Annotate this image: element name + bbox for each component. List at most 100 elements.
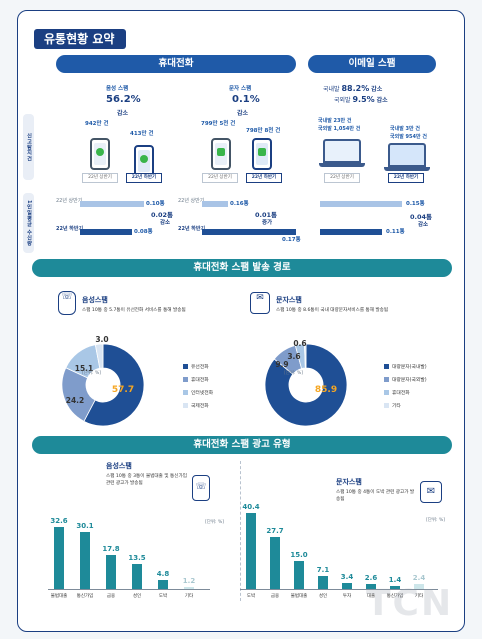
bar	[246, 512, 256, 589]
pie-value-label: 24.2	[66, 396, 85, 405]
email-avg-h2-bar	[320, 229, 382, 235]
legend-label: 인터넷전화	[191, 391, 214, 396]
legend-item: 휴대전화	[183, 376, 209, 383]
legend-label: 유선전화	[191, 365, 209, 370]
bar	[366, 584, 376, 589]
voice-route-pie: 57.7 24.2 15.1 3.0	[61, 335, 145, 427]
voice-ad-unit: [단위: %]	[205, 520, 225, 525]
phone-call-icon: ☏	[58, 291, 76, 315]
bar	[318, 575, 328, 589]
sms-route-pie: 85.9 9.93.6 0.6	[264, 339, 348, 427]
voice-avg-dir: 감소	[160, 220, 171, 226]
bar	[184, 586, 194, 589]
legend-swatch	[183, 403, 188, 408]
summary-panel: 유통현황 요약 휴대전화 이메일 스팸 신고탐지건 1인일평균 수신량 음성 스…	[17, 10, 465, 632]
bar	[390, 586, 400, 589]
legend-item: 대량문자(국외발)	[384, 376, 427, 383]
email-h1-domestic: 국내발 23만 건	[318, 118, 352, 124]
pie-value-label: 0.6	[293, 339, 306, 348]
sms-ad-title: 문자스팸	[336, 478, 362, 486]
bar-category-label: 도박	[246, 594, 256, 599]
voice-h2-caption: 22년 하반기	[126, 173, 162, 183]
email-h2-domestic: 국내발 3만 건	[390, 126, 420, 132]
pie-value-label: 3.6	[287, 352, 300, 361]
bar	[80, 532, 90, 589]
sms-row-h2: 22년 하반기	[178, 226, 206, 232]
voice-ad-title: 음성스팸	[106, 462, 132, 470]
legend-label: 국제전화	[191, 404, 209, 409]
bar-value-label: 4.8	[156, 569, 170, 578]
bar-category-label: 투자	[342, 594, 352, 599]
email-domestic-line: 국내발	[323, 86, 340, 93]
voice-ad-desc: 스팸 10통 중 3통이 불법대출 및 통신가입 관련 광고가 발송됨	[106, 474, 187, 486]
bar-value-label: 27.7	[266, 526, 284, 535]
email-avg-dir: 감소	[418, 222, 429, 228]
bar-value-label: 40.4	[242, 502, 260, 511]
voice-spam-label: 음성 스팸	[106, 86, 129, 92]
bar-category-label: 통신가입	[386, 594, 404, 599]
bar-value-label: 32.6	[50, 517, 68, 526]
sms-route-unit: [단위: %]	[284, 371, 304, 376]
phone-icon	[90, 138, 110, 170]
legend-swatch	[183, 364, 188, 369]
bar	[342, 582, 352, 589]
email-h1-caption: 22년 상반기	[324, 173, 360, 183]
legend-item: 유선전화	[183, 363, 209, 370]
bar-category-label: 기타	[184, 594, 194, 599]
bar-category-label: 성인	[132, 594, 142, 599]
laptop-mail-icon	[388, 143, 426, 167]
bar-value-label: 15.0	[290, 550, 308, 559]
bar-value-label: 2.4	[412, 574, 426, 583]
bar	[158, 579, 168, 589]
email-avg-h1-bar	[320, 201, 402, 207]
sms-route-title: 문자스팸	[276, 296, 302, 304]
voice-avg-h1: 0.10통	[146, 201, 165, 207]
bar-category-label: 불법대출	[290, 594, 308, 599]
voice-h1-count: 942만 건	[85, 121, 109, 127]
email-avg-h2: 0.11통	[386, 229, 405, 235]
legend-label: 대량문자(국내발)	[392, 365, 427, 370]
bar	[132, 563, 142, 589]
voice-row-h2: 22년 하반기	[56, 226, 84, 232]
voice-change-dir: 감소	[117, 110, 129, 117]
sms-h2-caption: 22년 하반기	[246, 173, 282, 183]
bar-value-label: 2.6	[364, 574, 378, 583]
legend-swatch	[384, 390, 389, 395]
bar-value-label: 13.5	[128, 553, 146, 562]
phone-call-icon: ☏	[192, 475, 210, 501]
legend-label: 휴대전화	[191, 378, 209, 383]
pie-value-label: 85.9	[315, 385, 337, 395]
bar-value-label: 1.4	[388, 576, 402, 585]
side-label-per-user: 1인일평균 수신량	[23, 193, 34, 253]
bar-category-label: 기타	[414, 594, 424, 599]
legend-item: 대량문자(국내발)	[384, 363, 427, 370]
voice-h1-caption: 22년 상반기	[82, 173, 118, 183]
laptop-mail-icon	[323, 139, 361, 163]
legend-swatch	[384, 364, 389, 369]
bar-value-label: 3.4	[340, 572, 354, 581]
sms-avg-dir: 증가	[262, 220, 273, 226]
pie-slice-4	[94, 343, 104, 369]
voice-avg-h2-bar	[80, 229, 132, 235]
bar-category-label: 금융	[106, 594, 116, 599]
bar	[270, 536, 280, 589]
sms-avg-h2-bar	[202, 229, 296, 235]
chart-baseline	[48, 589, 210, 590]
sms-h2-count: 798만 8천 건	[246, 128, 281, 134]
voice-avg-h1-bar	[80, 201, 144, 207]
bar-category-label: 대출	[366, 594, 376, 599]
chart-baseline	[240, 589, 438, 590]
legend-label: 대량문자(국외발)	[392, 378, 427, 383]
bar-category-label: 불법대출	[50, 594, 68, 599]
bar-category-label: 성인	[318, 594, 328, 599]
sms-ad-desc: 스팸 10통 중 4통이 도박 관련 광고가 발송됨	[336, 490, 415, 502]
legend-swatch	[183, 390, 188, 395]
email-h2-foreign: 국외발 954만 건	[390, 134, 427, 140]
pie-value-label: 3.0	[95, 335, 108, 344]
ad-section-header: 휴대전화 스팸 광고 유형	[32, 436, 452, 454]
pie-slice-4	[304, 343, 307, 369]
legend-label: 휴대전화	[392, 391, 410, 396]
email-foreign-pct: 9.5%	[352, 95, 375, 104]
phone-icon	[211, 138, 231, 170]
sms-h1-count: 799만 5천 건	[201, 121, 236, 127]
